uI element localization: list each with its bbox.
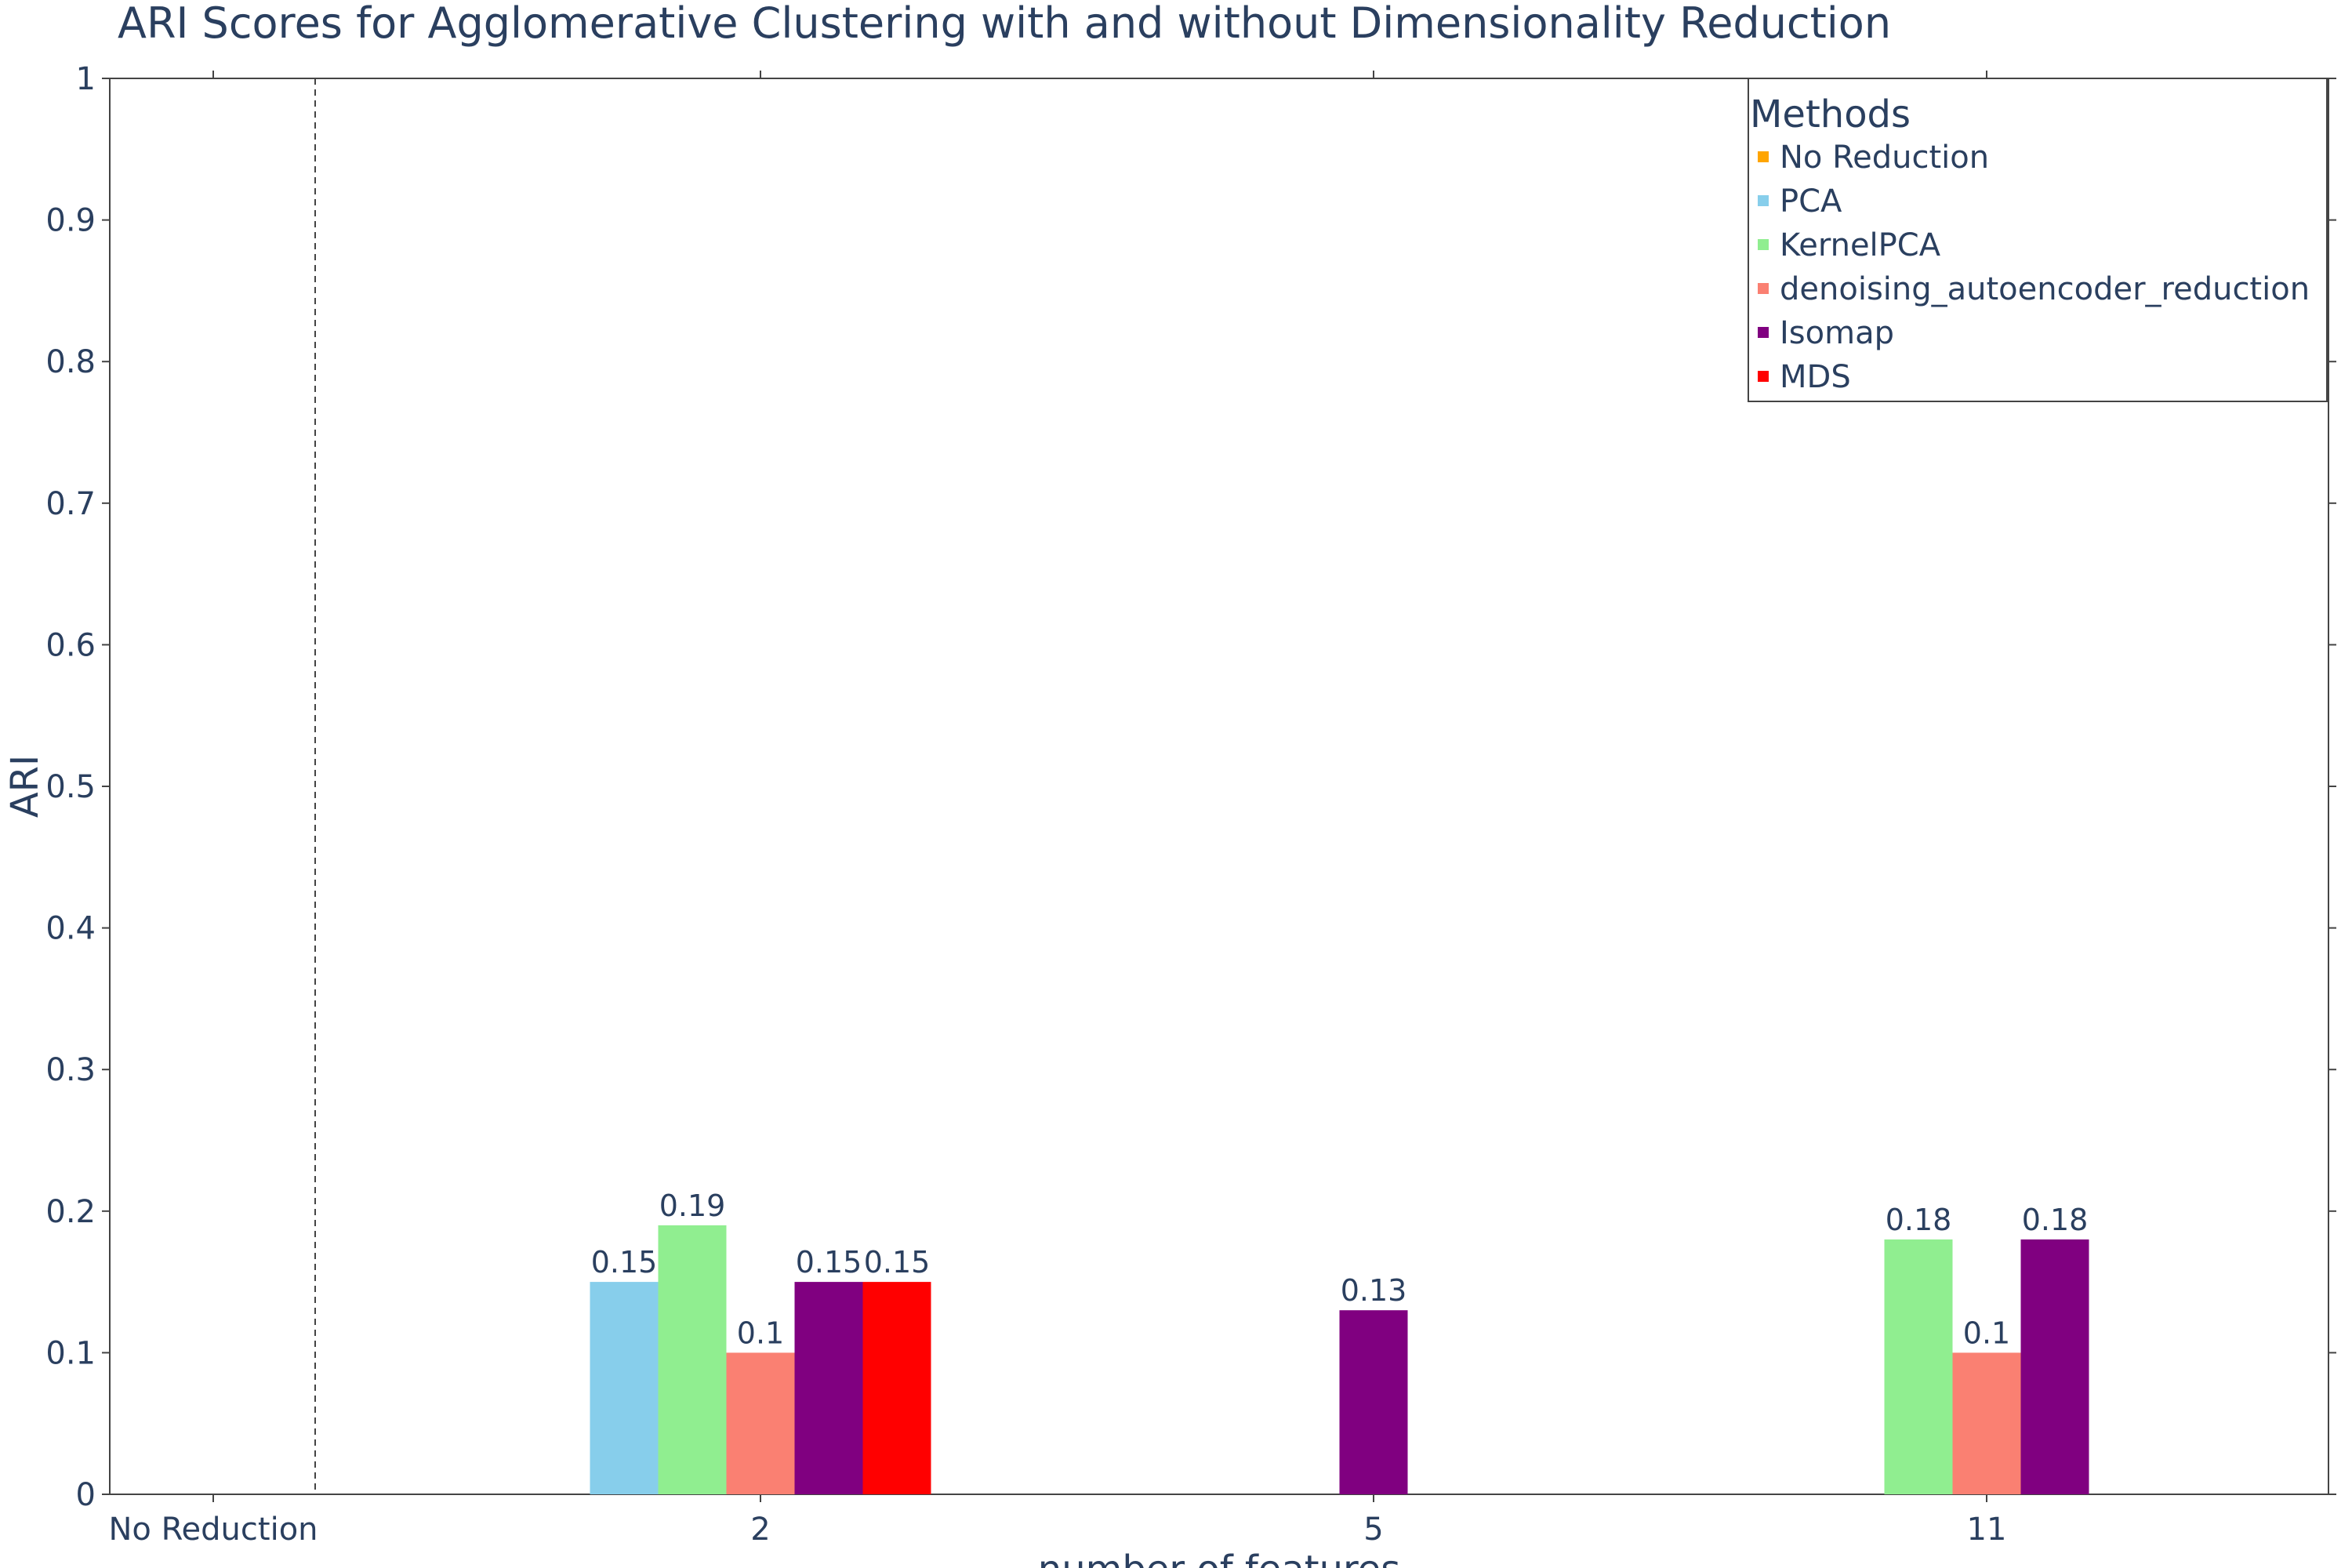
x-axis: No Reduction 2 5 11 — [108, 71, 2006, 1548]
y-axis: 0 0.1 0.2 0.3 0.4 0.5 0.6 0.7 0.8 0.9 1 — [45, 61, 2336, 1513]
bar-label: 0.18 — [1886, 1203, 1952, 1237]
bar — [862, 1282, 931, 1494]
legend-entry: Isomap — [1780, 315, 1894, 351]
legend: Methods No Reduction PCA KernelPCA denoisin… — [1748, 78, 2328, 402]
y-tick-label: 0.4 — [45, 911, 96, 947]
bar-label: 0.15 — [591, 1245, 658, 1279]
bar-label: 0.1 — [737, 1316, 784, 1350]
y-axis-title: ARI — [3, 755, 47, 818]
bar — [590, 1282, 659, 1494]
bar-label: 0.19 — [659, 1189, 726, 1223]
legend-box — [1748, 78, 2328, 402]
bar — [794, 1282, 863, 1494]
y-tick-label: 0.2 — [45, 1194, 96, 1230]
y-tick-label: 0.8 — [45, 344, 96, 380]
legend-swatch — [1758, 195, 1769, 206]
chart-title: ARI Scores for Agglomerative Clustering … — [118, 0, 1891, 48]
legend-swatch — [1758, 151, 1769, 162]
legend-swatch — [1758, 371, 1769, 382]
x-axis-title: number of features — [1038, 1548, 1400, 1568]
legend-swatch — [1758, 327, 1769, 338]
bar — [1339, 1310, 1408, 1494]
bar-label: 0.18 — [2022, 1203, 2089, 1237]
legend-swatch — [1758, 283, 1769, 294]
legend-entry: KernelPCA — [1780, 227, 1941, 263]
bar — [658, 1225, 727, 1494]
legend-entry: denoising_autoencoder_reduction — [1780, 271, 2310, 307]
bars — [590, 1225, 2089, 1494]
x-tick-label: 11 — [1967, 1512, 2007, 1548]
legend-entry: PCA — [1780, 183, 1842, 220]
y-tick-label: 0.3 — [45, 1052, 96, 1088]
legend-swatch — [1758, 239, 1769, 250]
bar-labels: 0.150.190.10.15 0.150.130.180.10.18 — [591, 1189, 2089, 1351]
bar — [1952, 1352, 2021, 1494]
x-tick-label: 5 — [1363, 1512, 1383, 1548]
bar-label: 0.1 — [1963, 1316, 2010, 1350]
bar-label: 0.15 — [796, 1245, 862, 1279]
y-tick-label: 0.1 — [45, 1335, 96, 1371]
x-tick-label: No Reduction — [108, 1512, 318, 1548]
y-tick-label: 0.7 — [45, 486, 96, 522]
legend-title: Methods — [1750, 93, 1911, 136]
y-tick-label: 0.9 — [45, 203, 96, 239]
x-tick-label: 2 — [750, 1512, 770, 1548]
legend-entry: MDS — [1780, 359, 1851, 395]
y-tick-label: 0 — [76, 1477, 96, 1513]
bar — [2020, 1239, 2089, 1494]
bar-label: 0.13 — [1341, 1273, 1407, 1308]
legend-entry: No Reduction — [1780, 140, 1989, 176]
y-tick-label: 1 — [76, 61, 96, 97]
y-tick-label: 0.6 — [45, 627, 96, 663]
y-tick-label: 0.5 — [45, 769, 96, 805]
bar — [1884, 1239, 1953, 1494]
bar — [726, 1352, 795, 1494]
bar-label: 0.15 — [864, 1245, 931, 1279]
